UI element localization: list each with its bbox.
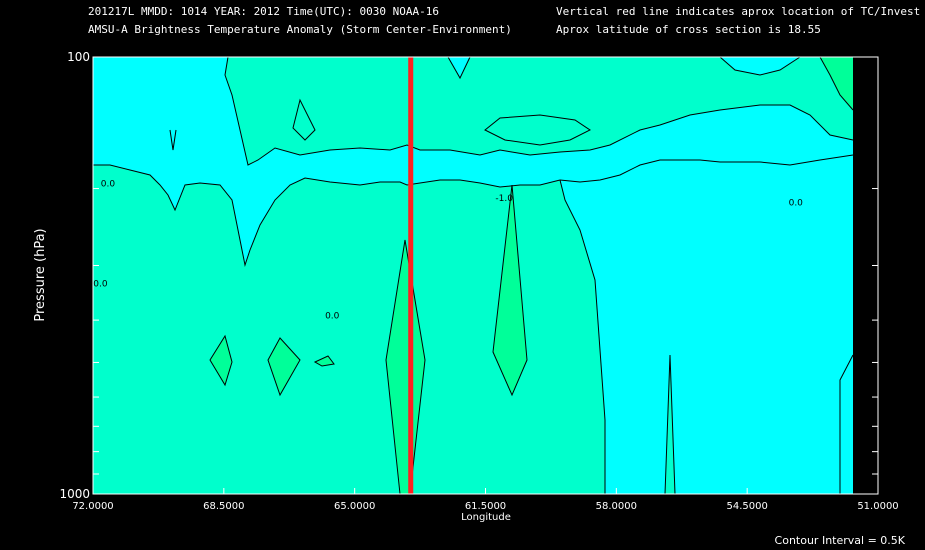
- contour-line-small-mark: [169, 129, 177, 151]
- x-tick-label: 58.0000: [596, 501, 637, 512]
- plot-area: [93, 56, 878, 495]
- contour-line-zero-right: [559, 179, 606, 494]
- x-axis: 72.0000 68.5000 65.0000 61.5000 58.0000 54.50…: [72, 488, 899, 512]
- header-line2-left: AMSU-A Brightness Temperature Anomaly (S…: [88, 23, 512, 36]
- contour-line-zero-left: [93, 164, 561, 267]
- fill-cyan-island: [485, 115, 590, 145]
- contour-line-small-upper: [292, 98, 316, 141]
- header-line2-right: Aprox latitude of cross section is 18.55: [556, 23, 821, 36]
- contour-label: 0.0: [93, 280, 108, 290]
- x-tick-label: 54.5000: [726, 501, 767, 512]
- contour-line-center-spike: [385, 239, 426, 495]
- fill-green-right-top: [820, 57, 853, 110]
- contour-labels: -1.0 0.0 0.0 0.0 0.0: [93, 180, 803, 322]
- contour-label: 0.0: [789, 198, 804, 208]
- y-axis-label: Pressure (hPa): [33, 228, 48, 321]
- fill-green-small-upper: [293, 100, 315, 140]
- fill-cyan-top-center: [448, 57, 470, 78]
- contour-label: 0.0: [325, 311, 340, 321]
- contour-lines: [93, 56, 854, 495]
- y-tick-label: 100: [67, 50, 90, 64]
- x-tick-label: 51.0000: [857, 501, 898, 512]
- fill-cyan-upper-left: [93, 57, 853, 265]
- contour-line-left-diamond2: [267, 337, 301, 397]
- contour-line-right-spike: [492, 184, 528, 397]
- contour-line-left-tiny: [313, 355, 335, 367]
- fill-green-right-spike: [493, 185, 527, 395]
- contour-line-left-diamond1: [209, 334, 233, 387]
- contour-interval: Contour Interval = 0.5K: [775, 534, 906, 547]
- contour-line-top-center: [447, 56, 471, 80]
- contour-line-top-right: [719, 56, 801, 76]
- contour-label: 0.0: [101, 180, 116, 190]
- contour-line-narrow-spike: [664, 354, 676, 495]
- contour-line-zero-upper: [224, 56, 854, 166]
- contour-label: -1.0: [495, 194, 513, 204]
- x-axis-label: Longitude: [461, 512, 511, 523]
- y-axis: 100 1000: [59, 50, 878, 501]
- fill-cyan-right: [560, 155, 853, 494]
- x-tick-label: 65.0000: [334, 501, 375, 512]
- y-tick-label: 1000: [59, 487, 90, 501]
- fill-green-left-diamond1: [210, 336, 232, 385]
- x-tick-label: 61.5000: [465, 501, 506, 512]
- x-tick-label: 68.5000: [203, 501, 244, 512]
- right-black-strip: [853, 57, 878, 494]
- header-line1-left: 201217L MMDD: 1014 YEAR: 2012 Time(UTC):…: [88, 5, 439, 18]
- fill-green-left-tiny: [315, 356, 334, 366]
- fill-green-left-diamond2: [268, 338, 300, 395]
- contour-line-minus-one: [484, 114, 591, 146]
- contour-line-green-corner: [819, 56, 854, 111]
- header-line1-right: Vertical red line indicates aprox locati…: [556, 5, 921, 18]
- x-tick-label: 72.0000: [72, 501, 113, 512]
- contour-line-right-edge: [839, 354, 854, 494]
- contour-line-right-mid: [559, 154, 854, 183]
